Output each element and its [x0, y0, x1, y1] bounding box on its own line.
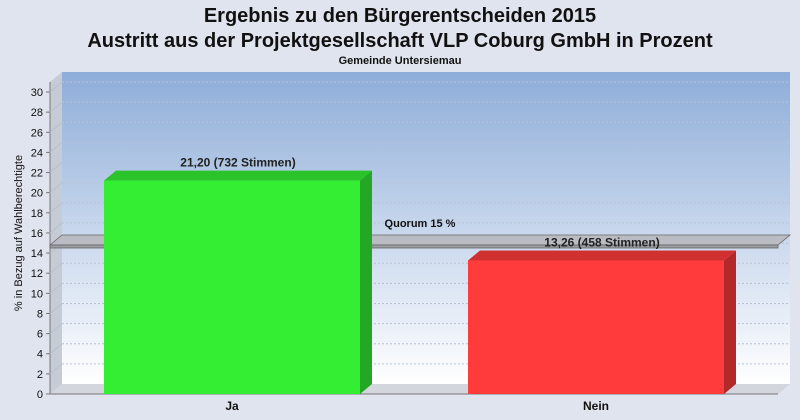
gridline-wall	[49, 262, 63, 274]
bars	[104, 170, 736, 394]
gridline-wall	[49, 323, 63, 334]
quorum-label: Quorum 15 %	[385, 218, 456, 230]
quorum-band-front	[49, 244, 779, 249]
y-axis-label: % in Bezug auf Wahlberechtigte	[13, 155, 25, 311]
category-label-nein: Nein	[583, 399, 609, 413]
labels: 21,20 (732 Stimmen) Ja 13,26 (458 Stimmen)…	[180, 156, 659, 413]
data-label-nein: 13,26 (458 Stimmen)	[544, 236, 659, 250]
gridline-wall	[49, 101, 63, 113]
gridline-wall	[49, 202, 63, 214]
gridline-wall	[49, 282, 63, 294]
bar-top-nein	[468, 250, 736, 261]
y-tick-label: 18	[31, 208, 43, 220]
chart-title-line2: Austritt aus der Projektgesellschaft VLP…	[87, 30, 713, 52]
y-tick-label: 20	[31, 188, 43, 200]
gridline-wall	[49, 303, 63, 314]
gridline-wall	[49, 222, 63, 234]
y-tick-label: 14	[31, 248, 43, 260]
y-tick-label: 6	[37, 329, 43, 341]
chart-title-line1: Ergebnis zu den Bürgerentscheiden 2015	[204, 5, 596, 27]
y-tick-label: 24	[31, 147, 43, 159]
gridline-wall	[49, 162, 63, 173]
gridline-wall	[49, 121, 63, 133]
y-tick-label: 0	[37, 389, 43, 401]
y-tick-label: 10	[31, 288, 43, 300]
y-tick-label: 2	[37, 369, 43, 381]
category-label-ja: Ja	[225, 399, 239, 413]
gridline-wall	[49, 343, 63, 355]
bar-top-ja	[104, 170, 372, 181]
bar-side-ja	[360, 170, 372, 394]
y-tick-label: 30	[31, 87, 43, 99]
chart-subtitle: Gemeinde Untersiemau	[339, 55, 462, 67]
y-tick-label: 8	[37, 308, 43, 320]
bar-side-nein	[724, 250, 736, 394]
y-tick-label: 28	[31, 107, 43, 119]
gridline-wall	[49, 182, 63, 194]
gridline-wall	[49, 363, 63, 375]
gridline-wall	[49, 142, 63, 153]
y-tick-label: 12	[31, 268, 43, 280]
left-wall	[50, 72, 62, 394]
bar-nein	[468, 260, 724, 394]
y-tick-label: 22	[31, 168, 43, 180]
y-tick-label: 16	[31, 228, 43, 240]
gridline-wall	[49, 81, 63, 93]
data-label-ja: 21,20 (732 Stimmen)	[180, 156, 295, 170]
y-tick-label: 26	[31, 127, 43, 139]
bar-ja	[104, 180, 360, 394]
y-tick-label: 4	[37, 349, 43, 361]
